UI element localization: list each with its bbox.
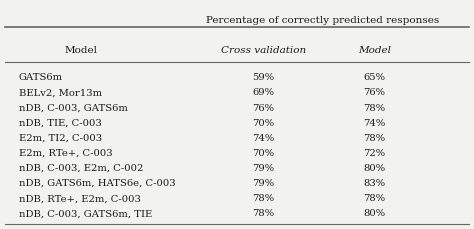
Text: E2m, RTe+, C-003: E2m, RTe+, C-003 (19, 149, 113, 158)
Text: nDB, C-003, GATS6m: nDB, C-003, GATS6m (19, 104, 128, 112)
Text: nDB, TIE, C-003: nDB, TIE, C-003 (19, 119, 102, 128)
Text: Cross validation: Cross validation (220, 46, 306, 55)
Text: 78%: 78% (364, 104, 385, 112)
Text: E2m, TI2, C-003: E2m, TI2, C-003 (19, 134, 102, 143)
Text: 59%: 59% (252, 73, 274, 82)
Text: 74%: 74% (364, 119, 385, 128)
Text: nDB, RTe+, E2m, C-003: nDB, RTe+, E2m, C-003 (19, 194, 141, 203)
Text: 74%: 74% (252, 134, 274, 143)
Text: Percentage of correctly predicted responses: Percentage of correctly predicted respon… (206, 16, 439, 25)
Text: 79%: 79% (252, 179, 274, 188)
Text: 83%: 83% (364, 179, 385, 188)
Text: 79%: 79% (252, 164, 274, 173)
Text: 78%: 78% (252, 209, 274, 218)
Text: 65%: 65% (364, 73, 385, 82)
Text: 76%: 76% (252, 104, 274, 112)
Text: 70%: 70% (252, 149, 274, 158)
Text: 78%: 78% (364, 194, 385, 203)
Text: nDB, GATS6m, HATS6e, C-003: nDB, GATS6m, HATS6e, C-003 (19, 179, 175, 188)
Text: BELv2, Mor13m: BELv2, Mor13m (19, 88, 102, 97)
Text: 69%: 69% (252, 88, 274, 97)
Text: GATS6m: GATS6m (19, 73, 63, 82)
Text: 76%: 76% (364, 88, 385, 97)
Text: nDB, C-003, E2m, C-002: nDB, C-003, E2m, C-002 (19, 164, 143, 173)
Text: 78%: 78% (364, 134, 385, 143)
Text: nDB, C-003, GATS6m, TIE: nDB, C-003, GATS6m, TIE (19, 209, 152, 218)
Text: 70%: 70% (252, 119, 274, 128)
Text: 72%: 72% (364, 149, 385, 158)
Text: 80%: 80% (364, 209, 385, 218)
Text: 78%: 78% (252, 194, 274, 203)
Text: Model: Model (64, 46, 97, 55)
Text: Model: Model (358, 46, 391, 55)
Text: 80%: 80% (364, 164, 385, 173)
